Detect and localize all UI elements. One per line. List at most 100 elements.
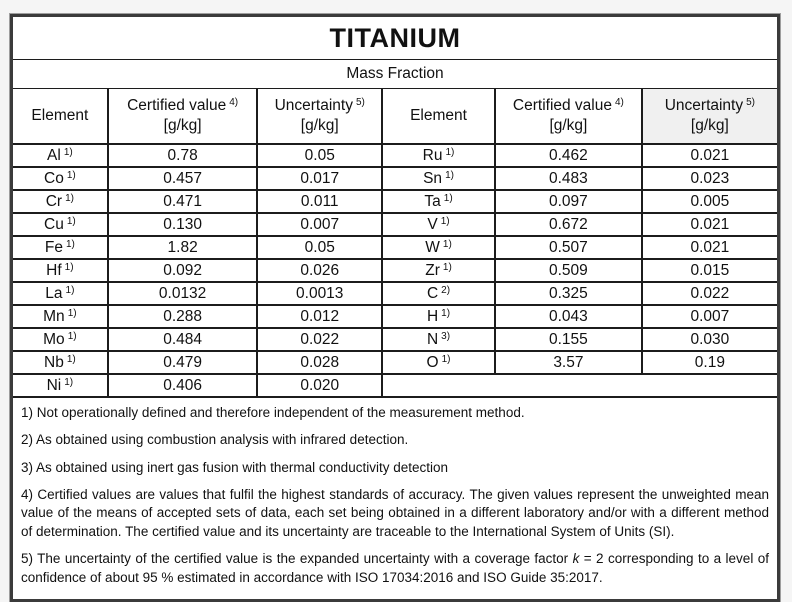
footnote-ref-5: 5) <box>746 96 756 108</box>
document-title: TITANIUM <box>13 17 777 60</box>
uncertainty-cell: 0.05 <box>256 143 383 168</box>
col-header-label: Element <box>410 106 467 124</box>
element-cell: C 2) <box>380 281 497 306</box>
element-symbol: C <box>426 284 439 302</box>
element-cell: Zr 1) <box>380 258 497 283</box>
uncertainty-cell: 0.020 <box>256 373 383 398</box>
certified-value-cell: 0.155 <box>494 327 643 352</box>
col-header-element-right: Element <box>380 89 497 145</box>
uncertainty-cell: 0.011 <box>256 189 383 214</box>
uncertainty-cell: 0.007 <box>256 212 383 237</box>
uncertainty-cell: 0.026 <box>256 258 383 283</box>
element-symbol: Cu <box>44 215 64 233</box>
unit-label: [g/kg] <box>300 117 339 134</box>
footnote-ref: 1) <box>67 307 77 319</box>
col-header-uncertainty-right: Uncertainty 5) [g/kg] <box>640 89 777 145</box>
certified-value-cell: 0.484 <box>106 327 259 352</box>
table-row: Al 1) 0.78 0.05 Ru 1) 0.462 0.021 <box>13 143 777 168</box>
uncertainty-cell: 0.022 <box>640 281 777 306</box>
footnote-5: 5) The uncertainty of the certified valu… <box>21 551 769 585</box>
element-cell: Mn 1) <box>13 304 109 329</box>
certified-value-cell: 0.288 <box>106 304 259 329</box>
uncertainty-cell: 0.05 <box>256 235 383 260</box>
certified-value-cell: 0.406 <box>106 373 259 398</box>
footnote-2: 2) As obtained using combustion analysis… <box>21 432 409 448</box>
uncertainty-cell: 0.012 <box>256 304 383 329</box>
mass-fraction-subtitle: Mass Fraction <box>13 60 777 89</box>
footnote-ref: 1) <box>63 146 73 158</box>
element-symbol: Hf <box>46 261 62 279</box>
element-cell: O 1) <box>380 350 497 375</box>
element-cell: Cu 1) <box>13 212 109 237</box>
uncertainty-cell: 0.0013 <box>256 281 383 306</box>
footnote-ref-4: 4) <box>229 96 239 108</box>
footnote-ref: 3) <box>441 330 451 342</box>
certified-value-cell: 0.78 <box>106 143 259 168</box>
element-cell: Fe 1) <box>13 235 109 260</box>
footnote-ref: 1) <box>66 215 76 227</box>
element-cell: Ru 1) <box>380 143 497 168</box>
element-cell: La 1) <box>13 281 109 306</box>
col-header-certified-left: Certified value 4) [g/kg] <box>106 89 259 145</box>
table-row: Mn 1) 0.288 0.012 H 1) 0.043 0.007 <box>13 304 777 329</box>
col-header-label: Certified value 4) <box>127 96 239 114</box>
element-symbol: W <box>425 238 440 256</box>
unit-label: [g/kg] <box>690 117 729 134</box>
element-cell: N 3) <box>380 327 497 352</box>
element-cell: V 1) <box>380 212 497 237</box>
certified-value-cell: 0.325 <box>494 281 643 306</box>
element-cell: Al 1) <box>13 143 109 168</box>
footnote-ref: 1) <box>441 307 451 319</box>
element-symbol: Nb <box>44 353 64 371</box>
footnote-ref: 1) <box>445 146 455 158</box>
uncertainty-cell: 0.005 <box>640 189 777 214</box>
uncertainty-cell: 0.021 <box>640 143 777 168</box>
uncertainty-cell: 0.030 <box>640 327 777 352</box>
empty-cell <box>381 373 777 398</box>
uncertainty-cell: 0.015 <box>640 258 777 283</box>
element-cell: Co 1) <box>13 166 109 191</box>
element-symbol: V <box>427 215 438 233</box>
uncertainty-cell: 0.021 <box>640 235 777 260</box>
certified-value-cell: 0.457 <box>106 166 259 191</box>
footnote-ref: 1) <box>67 330 77 342</box>
col-header-label: Certified value 4) <box>512 96 624 114</box>
footnote-ref: 1) <box>440 215 450 227</box>
col-header-uncertainty-left: Uncertainty 5) [g/kg] <box>256 89 383 145</box>
element-symbol: Ru <box>422 146 443 164</box>
footnote-ref: 1) <box>64 261 74 273</box>
element-symbol: La <box>45 284 63 302</box>
certified-value-cell: 0.507 <box>494 235 643 260</box>
element-symbol: Ni <box>46 376 62 394</box>
element-cell: H 1) <box>380 304 497 329</box>
table-row: Cu 1) 0.130 0.007 V 1) 0.672 0.021 <box>13 212 777 237</box>
col-header-element-left: Element <box>13 89 109 145</box>
footnote-3: 3) As obtained using inert gas fusion wi… <box>21 459 448 475</box>
footnote-ref-4: 4) <box>614 96 624 108</box>
element-symbol: Mn <box>43 307 65 325</box>
certified-value-cell: 0.471 <box>106 189 259 214</box>
uncertainty-cell: 0.021 <box>640 212 777 237</box>
footnote-4: 4) Certified values are values that fulf… <box>21 487 769 539</box>
footnotes-section: 1) Not operationally defined and therefo… <box>13 398 777 599</box>
col-header-label: Uncertainty 5) <box>664 96 756 114</box>
uncertainty-cell: 0.023 <box>640 166 777 191</box>
certified-value-cell: 0.509 <box>494 258 643 283</box>
element-symbol: Zr <box>425 261 440 279</box>
footnote-ref: 1) <box>443 192 453 204</box>
uncertainty-cell: 0.19 <box>640 350 777 375</box>
certified-value-cell: 3.57 <box>494 350 643 375</box>
element-symbol: Ta <box>424 192 441 210</box>
element-cell: Nb 1) <box>13 350 109 375</box>
certified-value-cell: 1.82 <box>106 235 259 260</box>
col-header-label: Uncertainty 5) <box>274 96 365 114</box>
certified-value-cell: 0.483 <box>494 166 643 191</box>
uncertainty-cell: 0.017 <box>256 166 383 191</box>
table-row: Cr 1) 0.471 0.011 Ta 1) 0.097 0.005 <box>13 189 777 214</box>
certified-values-table: Element Certified value 4) [g/kg] Uncerta… <box>13 89 777 398</box>
certificate-sheet: TITANIUM Mass Fraction Element Certified… <box>9 13 781 602</box>
certified-value-cell: 0.092 <box>106 258 259 283</box>
table-row: Mo 1) 0.484 0.022 N 3) 0.155 0.030 <box>13 327 777 352</box>
footnote-ref: 1) <box>65 284 75 296</box>
footnote-ref-5: 5) <box>355 96 365 108</box>
